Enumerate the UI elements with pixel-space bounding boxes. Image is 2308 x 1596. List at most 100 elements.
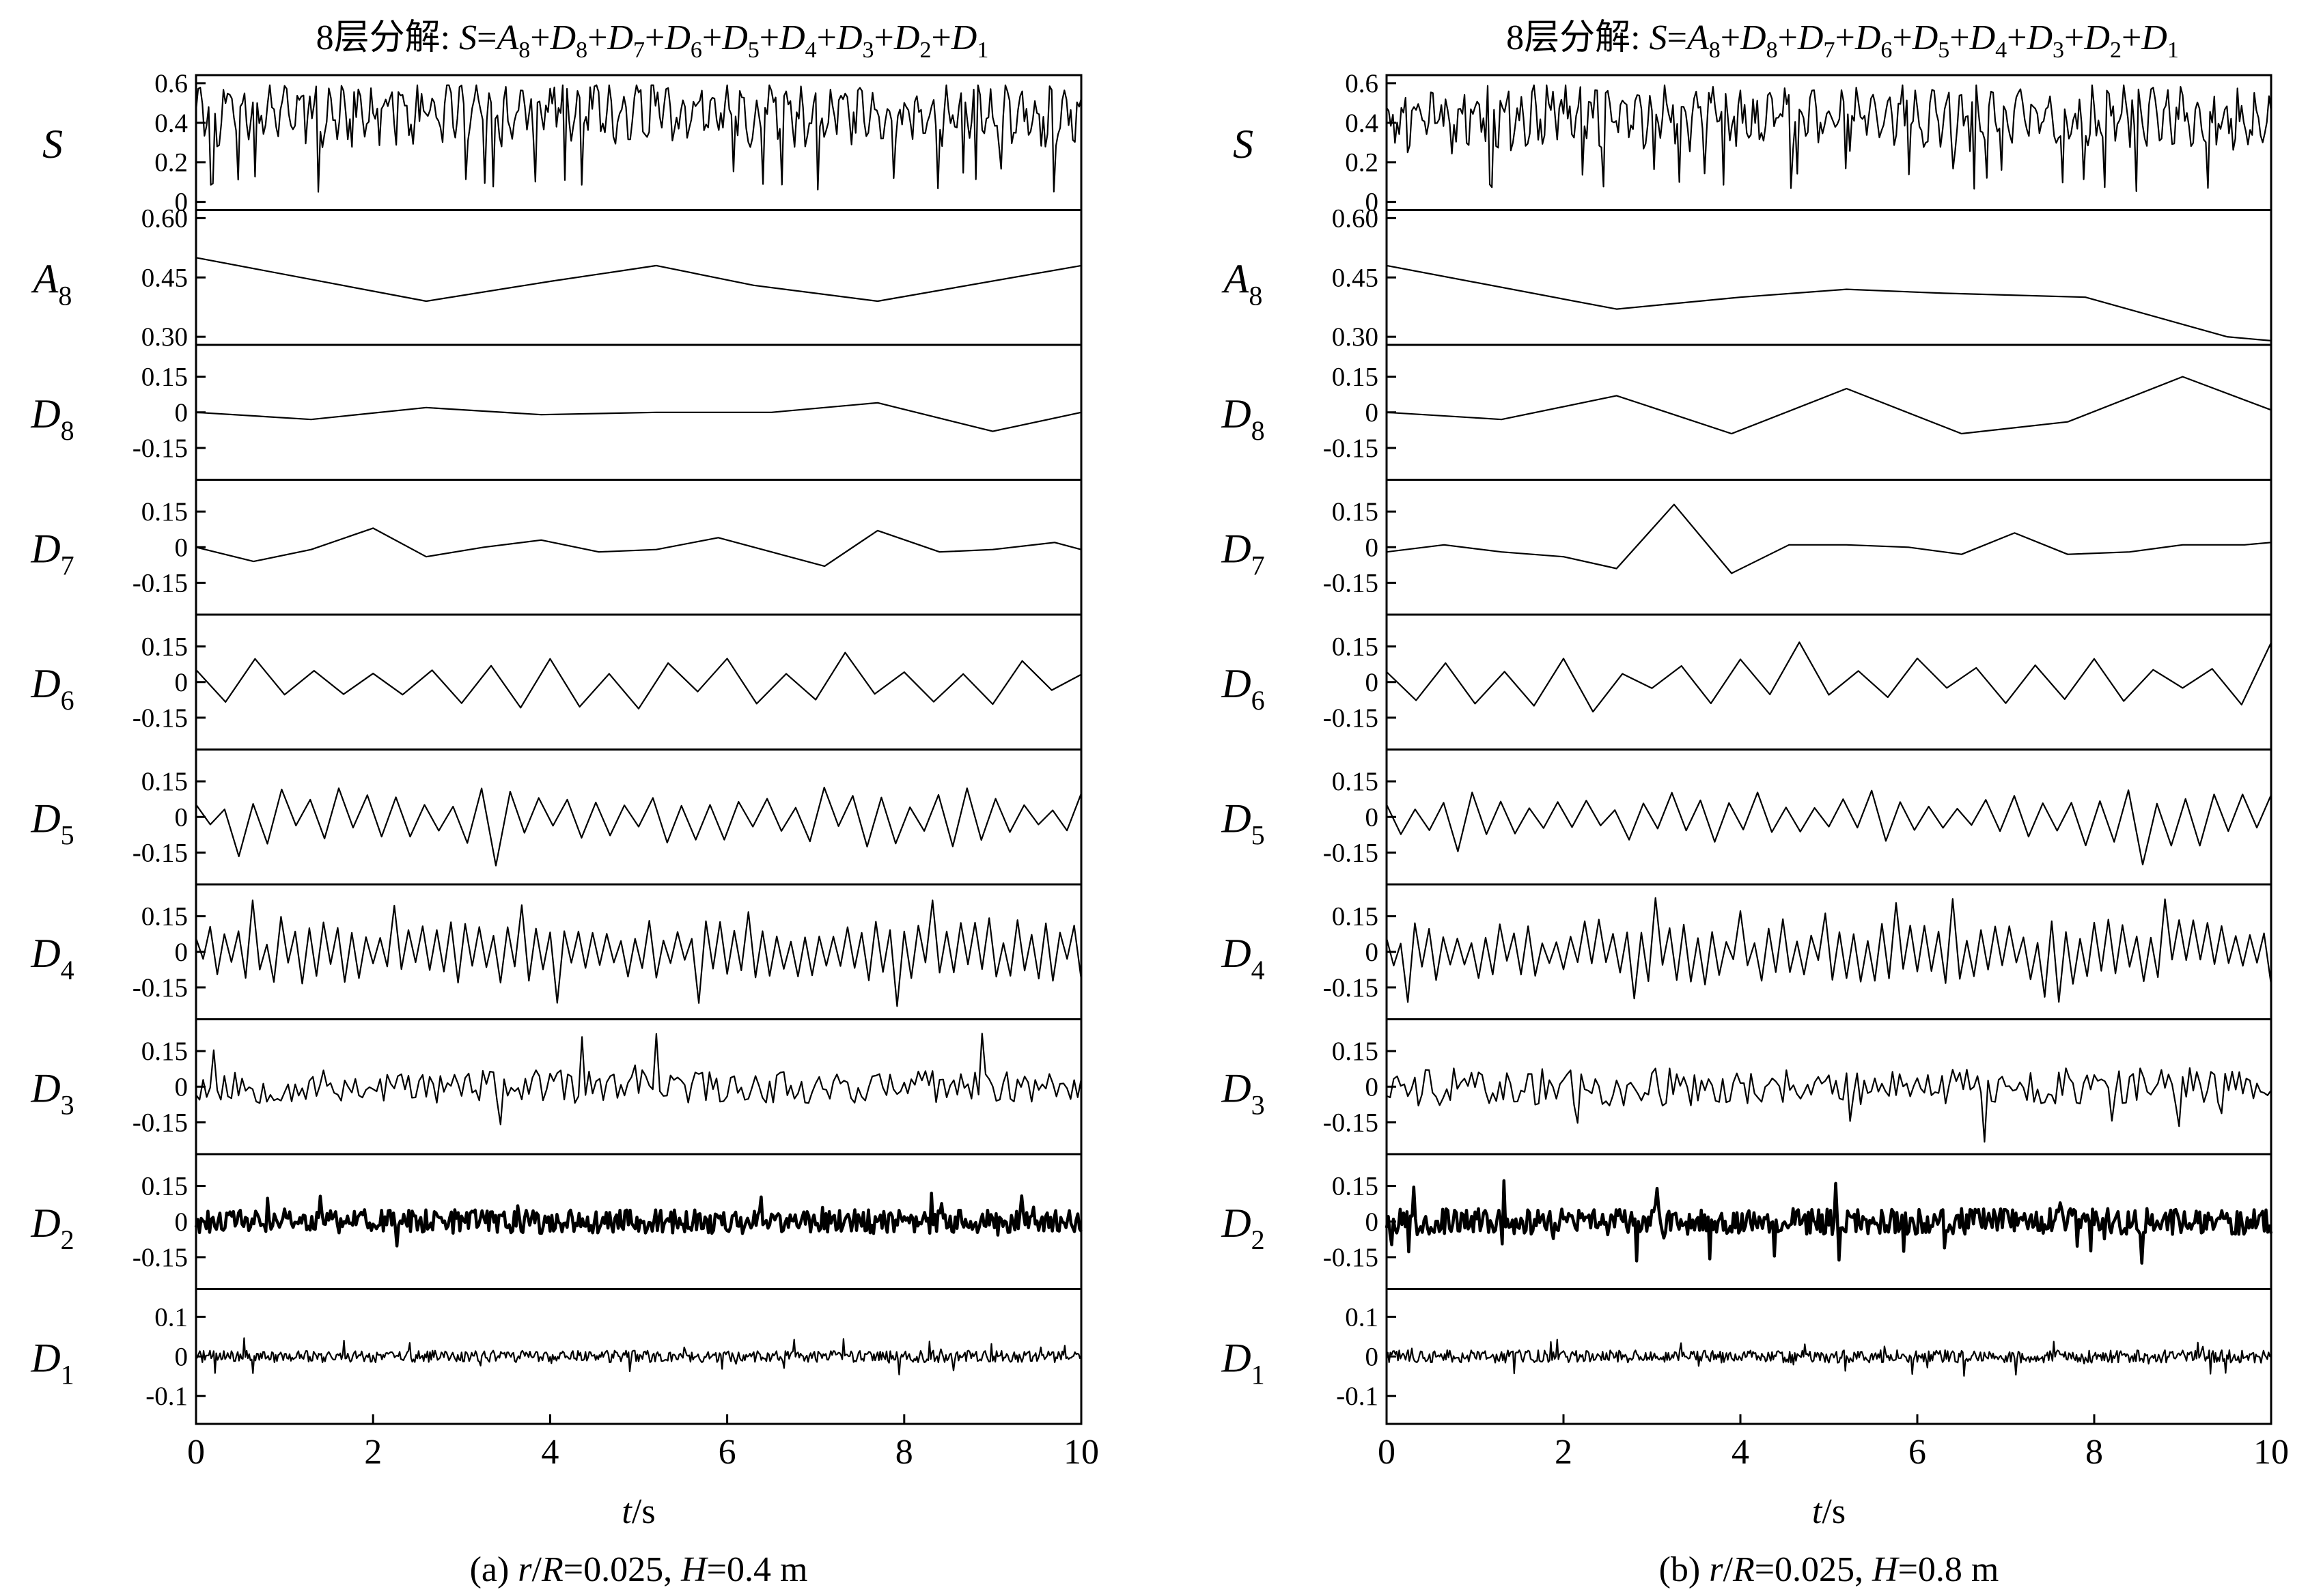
y-tick-label: 0 <box>1365 1342 1379 1371</box>
y-tick-label: 0 <box>175 398 189 428</box>
trace-D3 <box>1386 1067 2272 1143</box>
trace-D8 <box>1386 376 2272 435</box>
trace-D7 <box>195 527 1082 568</box>
panel-D2: 0.15 0 -0.15 D2 <box>30 1153 1083 1290</box>
y-tick-label: 0 <box>1365 1207 1379 1237</box>
y-tick-label: -0.1 <box>1336 1382 1378 1411</box>
panel-label-S: S <box>42 122 63 167</box>
panel-frame <box>1385 748 2272 886</box>
trace-D6 <box>195 652 1082 710</box>
x-tick-label: 6 <box>719 1433 736 1472</box>
y-tick-label: -0.15 <box>1323 1108 1378 1137</box>
y-tick-label: 0.15 <box>1332 902 1378 932</box>
panel-D7: 0.15 0 -0.15 D7 <box>1221 479 2272 616</box>
y-tick-label: 0.15 <box>1332 1172 1378 1201</box>
y-tick-label: 0 <box>175 802 189 832</box>
x-tick-label: 6 <box>1908 1433 1926 1472</box>
x-tick-label: 10 <box>1063 1433 1099 1472</box>
panel-D3: 0.15 0 -0.15 D3 <box>1221 1018 2272 1156</box>
x-tick-label: 0 <box>1378 1433 1395 1472</box>
trace-D4 <box>195 899 1083 1007</box>
y-tick-label: 0 <box>1365 938 1379 967</box>
panel-D8: 0.15 0 -0.15 D8 <box>30 344 1083 481</box>
y-tick-label: 0.15 <box>141 1172 188 1201</box>
y-tick-label: -0.15 <box>133 1108 188 1137</box>
panel-frame <box>195 1018 1083 1156</box>
chart-title: 8层分解: S=A8​+D8​+D7​+D6​+D5​+D4​+D3​+D2​+… <box>1506 18 2179 63</box>
panel-label-A8: A8 <box>31 256 72 311</box>
trace-D7 <box>1386 503 2272 574</box>
trace-D1 <box>195 1337 1083 1375</box>
y-tick-label: 0.45 <box>1332 263 1378 292</box>
panel-A8: 0.60 0.45 0.30 A8 <box>31 204 1083 352</box>
panel-frame <box>1385 479 2272 616</box>
panel-label-D6: D6 <box>30 661 74 716</box>
trace-D4 <box>1385 897 2272 1003</box>
y-tick-label: -0.15 <box>1323 703 1378 733</box>
y-tick-label: 0.60 <box>141 204 188 233</box>
panel-label-D1: D1 <box>1221 1335 1264 1390</box>
panel-label-D4: D4 <box>30 931 74 985</box>
y-tick-label: -0.15 <box>133 434 188 463</box>
chart-b: 8层分解: S=A8​+D8​+D7​+D6​+D5​+D4​+D3​+D2​+… <box>1221 18 2289 1589</box>
y-tick-label: -0.15 <box>1323 434 1378 463</box>
panel-frame <box>195 209 1083 346</box>
y-tick-label: 0 <box>1365 533 1379 562</box>
y-tick-label: 0.1 <box>1345 1302 1378 1332</box>
chart-title: 8层分解: S=A8​+D8​+D7​+D6​+D5​+D4​+D3​+D2​+… <box>316 18 989 63</box>
y-tick-label: 0 <box>1365 802 1379 832</box>
y-tick-label: -0.15 <box>133 568 188 598</box>
trace-S <box>195 84 1083 193</box>
panel-label-D3: D3 <box>30 1065 74 1120</box>
panel-label-D7: D7 <box>30 526 74 580</box>
trace-A8 <box>195 257 1082 303</box>
panel-label-D6: D6 <box>1221 661 1264 716</box>
x-tick-label: 4 <box>1732 1433 1749 1472</box>
panel-label-D3: D3 <box>1221 1065 1264 1120</box>
x-tick-label: 0 <box>187 1433 205 1472</box>
panel-frame <box>195 479 1083 616</box>
panel-S: 0.6 0.4 0.2 0 S <box>42 69 1083 217</box>
x-tick-label: 8 <box>2085 1433 2103 1472</box>
x-axis-label: t/s <box>1812 1492 1846 1531</box>
panel-label-D1: D1 <box>30 1335 74 1390</box>
y-tick-label: -0.15 <box>1323 568 1378 598</box>
panel-D7: 0.15 0 -0.15 D7 <box>30 479 1083 616</box>
y-tick-label: 0 <box>175 938 189 967</box>
y-tick-label: -0.15 <box>133 703 188 733</box>
panel-D1: 0.1 0 -0.1 D1 <box>30 1288 1083 1425</box>
y-tick-label: 0.6 <box>154 69 188 98</box>
y-tick-label: 0 <box>175 1072 189 1102</box>
y-tick-label: 0 <box>1365 1072 1379 1102</box>
panel-D5: 0.15 0 -0.15 D5 <box>30 748 1083 886</box>
x-tick-label: 2 <box>1555 1433 1572 1472</box>
y-tick-label: 0.15 <box>141 497 188 527</box>
y-tick-label: 0.15 <box>141 767 188 796</box>
y-tick-label: 0 <box>1365 668 1379 697</box>
y-tick-label: -0.15 <box>133 1243 188 1272</box>
trace-D5 <box>1386 789 2272 866</box>
panel-label-D7: D7 <box>1221 526 1264 580</box>
y-tick-label: 0.15 <box>1332 497 1378 527</box>
trace-D6 <box>1386 641 2272 713</box>
y-tick-label: 0 <box>175 1207 189 1237</box>
y-tick-label: 0 <box>1365 188 1379 217</box>
panel-A8: 0.60 0.45 0.30 A8 <box>1221 204 2272 352</box>
panel-D6: 0.15 0 -0.15 D6 <box>1221 613 2272 751</box>
panel-label-D5: D5 <box>30 796 74 850</box>
panel-D8: 0.15 0 -0.15 D8 <box>1221 344 2272 481</box>
panel-D4: 0.15 0 -0.15 D4 <box>30 883 1083 1020</box>
panel-label-S: S <box>1233 122 1253 167</box>
y-tick-label: 0 <box>175 533 189 562</box>
x-tick-label: 10 <box>2253 1433 2289 1472</box>
panel-D6: 0.15 0 -0.15 D6 <box>30 613 1083 751</box>
panel-label-D4: D4 <box>1221 931 1264 985</box>
y-tick-label: -0.15 <box>1323 1243 1378 1272</box>
panel-label-A8: A8 <box>1221 256 1263 311</box>
panel-D2: 0.15 0 -0.15 D2 <box>1221 1153 2273 1290</box>
trace-D2 <box>194 1191 1083 1248</box>
y-tick-label: 0.15 <box>1332 1037 1378 1066</box>
trace-D2 <box>1385 1179 2273 1265</box>
y-tick-label: 0.60 <box>1332 204 1378 233</box>
